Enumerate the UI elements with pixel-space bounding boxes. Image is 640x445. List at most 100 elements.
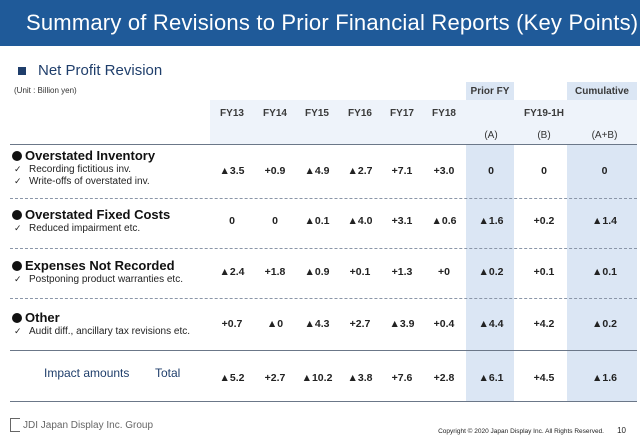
cell: ▲5.2	[219, 372, 245, 384]
page-number: 10	[617, 426, 626, 435]
unit-note: (Unit : Billion yen)	[14, 86, 77, 95]
cell: +0.2	[533, 215, 555, 227]
header-band	[210, 100, 637, 144]
header-col: FY17	[390, 108, 414, 119]
cell: ▲1.6	[478, 215, 504, 227]
category-item: Write-offs of overstated inv.	[29, 176, 150, 187]
header-col: FY13	[220, 108, 244, 119]
header-col: FY16	[348, 108, 372, 119]
category-other: Other ✓ Audit diff., ancillary tax revisi…	[12, 310, 190, 337]
cell: +0.7	[221, 318, 243, 330]
check-icon: ✓	[14, 274, 22, 284]
cell: ▲4.4	[478, 318, 504, 330]
cell: +2.7	[349, 318, 371, 330]
cell: +1.3	[391, 266, 413, 278]
table-row: +0.7 ▲0 ▲4.3 +2.7 ▲3.9 +0.4 ▲4.4 +4.2 ▲0…	[210, 318, 637, 330]
category-title: Expenses Not Recorded	[25, 258, 175, 273]
cell: +0.1	[349, 266, 371, 278]
category-expenses-not-recorded: Expenses Not Recorded ✓ Postponing produc…	[12, 258, 183, 285]
cell: +7.1	[391, 165, 413, 177]
cell: ▲3.8	[347, 372, 373, 384]
cell: 0	[488, 165, 494, 177]
header-col: FY18	[432, 108, 456, 119]
category-item: Recording fictitious inv.	[29, 164, 132, 175]
cell: ▲0	[266, 318, 284, 330]
section-heading: Net Profit Revision	[18, 62, 162, 79]
divider	[10, 350, 637, 351]
header-sub-ab: (A+B)	[591, 130, 618, 141]
cell: 0	[272, 215, 278, 227]
cell: ▲1.4	[592, 215, 617, 227]
check-icon: ✓	[14, 164, 22, 174]
category-title: Other	[25, 310, 60, 325]
page-title: Summary of Revisions to Prior Financial …	[0, 0, 640, 46]
header-prior-fy: Prior FY	[470, 86, 510, 97]
cell: +0.9	[264, 165, 286, 177]
cell: ▲0.6	[431, 215, 457, 227]
cell: +2.7	[264, 372, 286, 384]
cell: +7.6	[391, 372, 413, 384]
cell: +0.4	[433, 318, 455, 330]
cell: ▲6.1	[478, 372, 504, 384]
category-overstated-fixed-costs: Overstated Fixed Costs ✓ Reduced impairme…	[12, 207, 170, 234]
bullet-icon	[12, 209, 22, 220]
cell: +0.1	[533, 266, 555, 278]
category-title: Overstated Fixed Costs	[25, 207, 171, 222]
divider	[10, 298, 637, 299]
cell: +3.0	[433, 165, 455, 177]
cell: ▲4.9	[304, 165, 330, 177]
category-item: Audit diff., ancillary tax revisions etc…	[29, 326, 190, 337]
cell: +2.8	[433, 372, 455, 384]
check-icon: ✓	[14, 223, 22, 233]
company-logo: JDI Japan Display Inc. Group	[10, 418, 153, 432]
cell: +4.5	[533, 372, 555, 384]
cell: ▲4.3	[304, 318, 330, 330]
total-label-2: Total	[155, 366, 181, 380]
table-row: ▲2.4 +1.8 ▲0.9 +0.1 +1.3 +0 ▲0.2 +0.1 ▲0…	[210, 266, 637, 278]
cell: ▲0.2	[478, 266, 504, 278]
divider	[10, 401, 637, 402]
cell: ▲0.1	[304, 215, 330, 227]
check-icon: ✓	[14, 176, 22, 186]
cell: ▲2.4	[219, 266, 245, 278]
divider	[10, 144, 637, 145]
cell: +1.8	[264, 266, 286, 278]
copyright: Copyright © 2020 Japan Display Inc. All …	[438, 428, 604, 435]
bullet-icon	[12, 312, 22, 323]
header-sub-b: (B)	[537, 130, 551, 141]
cell: ▲1.6	[592, 372, 617, 384]
cell: ▲0.2	[592, 318, 617, 330]
logo-text: JDI Japan Display Inc. Group	[23, 419, 154, 431]
cell: ▲3.5	[219, 165, 245, 177]
cell: +0	[438, 266, 450, 278]
check-icon: ✓	[14, 326, 22, 336]
cell: ▲2.7	[347, 165, 373, 177]
total-row: ▲5.2 +2.7 ▲10.2 ▲3.8 +7.6 +2.8 ▲6.1 +4.5…	[210, 372, 637, 384]
category-title: Overstated Inventory	[25, 148, 156, 163]
divider	[10, 248, 637, 249]
header-col: FY15	[305, 108, 329, 119]
cell: 0	[541, 165, 547, 177]
square-bullet-icon	[18, 66, 26, 75]
cell: ▲10.2	[301, 372, 333, 384]
category-item: Reduced impairment etc.	[29, 223, 141, 234]
total-label: Impact amounts	[44, 366, 130, 380]
cell: 0	[229, 215, 235, 227]
cell: ▲3.9	[389, 318, 415, 330]
logo-mark-icon	[10, 418, 20, 432]
header-col: FY14	[263, 108, 287, 119]
divider	[10, 198, 637, 199]
bullet-icon	[12, 260, 22, 271]
cell: ▲0.9	[304, 266, 330, 278]
cell: +3.1	[391, 215, 413, 227]
header-cumulative: Cumulative	[575, 86, 629, 97]
cell: ▲0.1	[592, 266, 617, 278]
category-overstated-inventory: Overstated Inventory ✓ Recording fictitio…	[12, 148, 155, 187]
header-sub-a: (A)	[484, 130, 498, 141]
category-item: Postponing product warranties etc.	[29, 274, 183, 285]
bullet-icon	[12, 150, 22, 161]
header-col: FY19-1H	[523, 108, 564, 119]
cell: 0	[601, 165, 608, 177]
table-row: ▲3.5 +0.9 ▲4.9 ▲2.7 +7.1 +3.0 0 0 0	[210, 165, 637, 177]
table-row: 0 0 ▲0.1 ▲4.0 +3.1 ▲0.6 ▲1.6 +0.2 ▲1.4	[210, 215, 637, 227]
